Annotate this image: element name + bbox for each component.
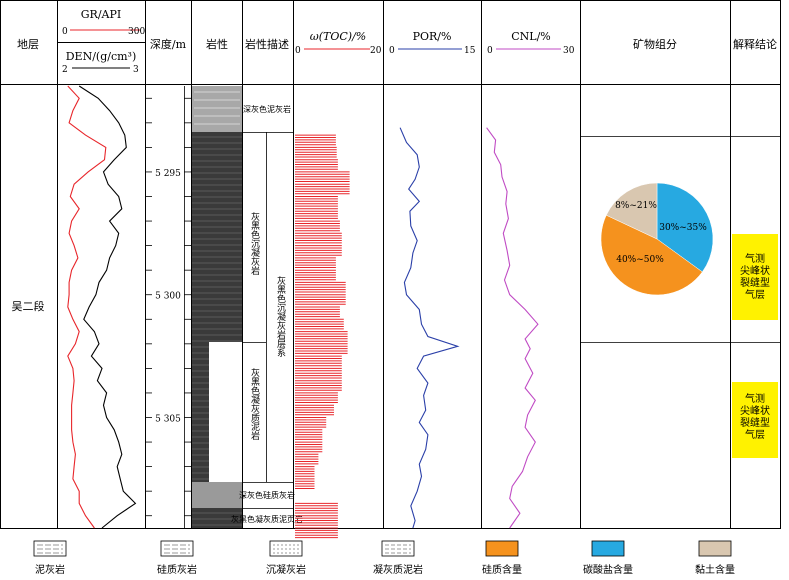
log-curves [67,85,539,529]
desc-tuff-shale: 灰黑色凝灰质泥页岩 [231,514,303,524]
legend-swatch [698,540,732,557]
toc-bars [295,134,350,539]
mineral-pie-chart: 30%~35% 40%~50% 8%~21% [600,182,714,296]
toc-axis-label: ω(TOC)/% [310,30,366,43]
por-axis-label: POR/% [413,30,452,43]
pie-label: 40%~50% [616,255,664,265]
formation-name: 吴二段 [12,299,45,313]
lithology-header: 岩性 [206,37,228,51]
por-axis-max: 15 [464,46,476,56]
depth-axis: 5 295 5 300 5 305 [146,86,191,528]
pie-slice [600,214,703,296]
lith-marl [192,86,242,132]
desc-tuff-mudstone: 灰黑色凝灰质泥岩 [249,367,260,441]
cnl-axis-label: CNL/% [511,30,551,43]
legend-swatch [591,540,625,557]
pie-slice [656,182,714,273]
desc-series: 灰黑色沉凝灰岩层系 [275,275,286,357]
den-axis-max: 3 [133,65,139,75]
cnl-axis-min: 0 [487,46,493,56]
conclusion-header: 解释结论 [733,37,777,51]
gr-axis-max: 300 [128,27,145,37]
depth-tick-label: 5 300 [155,292,181,302]
legend-swatch [33,540,67,557]
conclusion-box-2 [732,382,778,458]
pie-label: 30%~35% [659,223,707,233]
cnl-axis-max: 30 [563,46,575,56]
depth-tick-label: 5 295 [155,169,181,179]
legend-swatch [485,540,519,557]
den-curve [78,85,137,529]
chart-frame [0,0,781,529]
conclusion-text: 气测尖峰状裂缝型气层 [740,392,770,441]
conclusion-column [731,136,780,458]
gr-axis-min: 0 [62,27,68,37]
cnl-curve [486,127,539,529]
pie-slice [605,182,658,240]
conclusion-text: 气测尖峰状裂缝型气层 [740,252,770,301]
den-axis-min: 2 [62,65,68,75]
legend-label: 硅质含量 [482,563,522,576]
lith-tuff-pattern [192,136,242,526]
legend-swatch [381,540,415,557]
toc-axis-max: 20 [370,46,382,56]
lith-siliceous-limestone [192,482,242,508]
por-curve [399,127,460,529]
lith-tuff-mudstone-right [209,342,242,482]
mineral-header: 矿物组分 [633,37,677,51]
legend-label: 沉凝灰岩 [266,563,306,576]
lith-tuff [192,132,242,342]
desc-tuff: 灰黑色沉凝灰岩 [249,211,260,276]
legend-swatch [160,540,194,557]
legend-swatch [269,540,303,557]
pie-label: 8%~21% [615,201,657,211]
toc-axis-min: 0 [295,46,301,56]
depth-header: 深度/m [150,37,187,51]
legend-label: 凝灰质泥岩 [373,563,423,576]
gr-axis-label: GR/API [81,8,121,21]
legend-label: 泥灰岩 [35,563,65,576]
desc-siliceous-limestone: 深灰色硅质灰岩 [239,490,295,500]
legend-label: 硅质灰岩 [157,563,197,576]
legend: 泥灰岩 硅质灰岩 沉凝灰岩 凝灰质泥岩 硅质含量 碳酸盐含量 黏土含量 [33,540,735,576]
description-header: 岩性描述 [245,37,289,51]
legend-label: 碳酸盐含量 [583,563,633,576]
depth-tick-label: 5 305 [155,415,181,425]
conclusion-box-1 [732,234,778,320]
den-axis-label: DEN/(g/cm³) [66,50,137,63]
desc-marl: 深灰色泥灰岩 [243,104,291,114]
lith-marl-pattern [194,91,240,125]
mineral-column [581,136,730,343]
legend-label: 黏土含量 [695,563,735,576]
por-axis-min: 0 [389,46,395,56]
gr-curve [67,85,107,529]
formation-header: 地层 [17,38,39,51]
lithology-column [192,86,242,528]
description-column [243,132,293,509]
